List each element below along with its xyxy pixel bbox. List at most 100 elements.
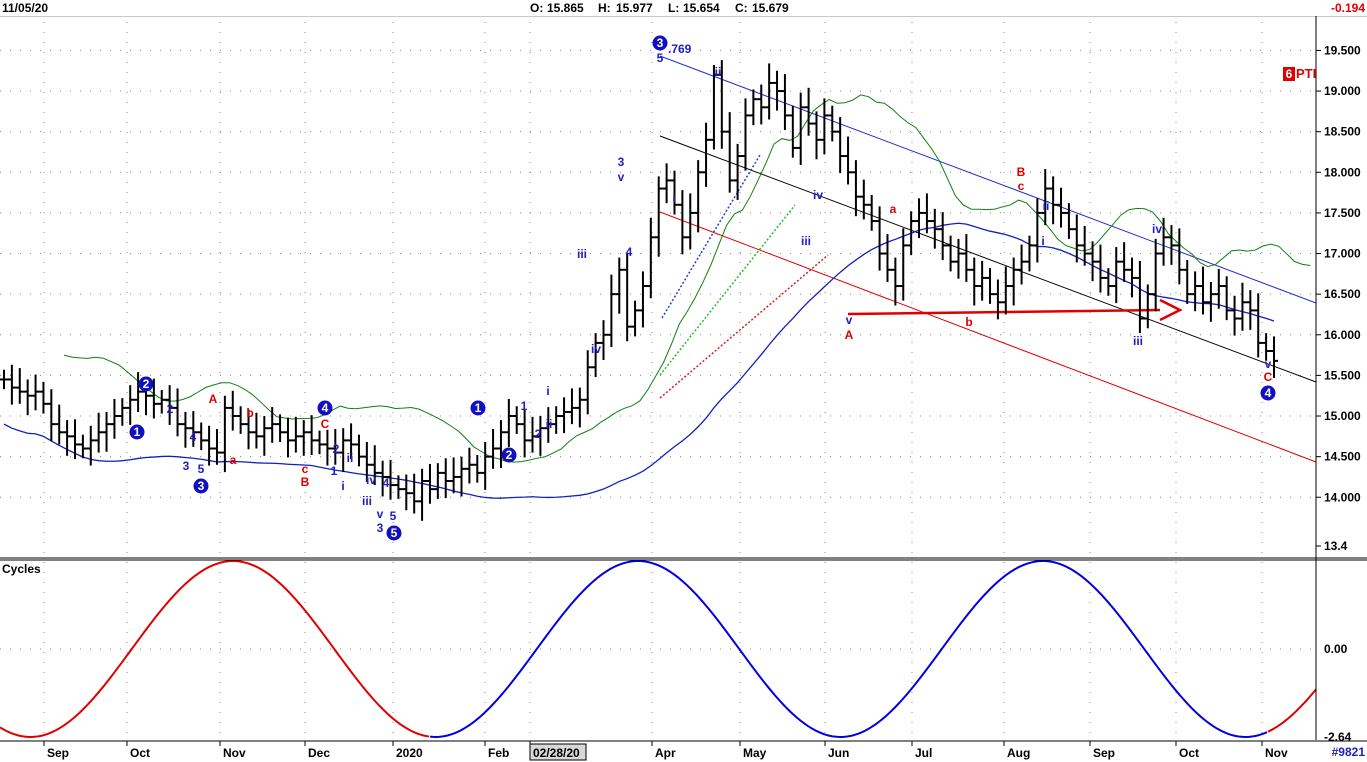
price-bar: [299, 420, 308, 456]
wave-label-red: C: [1264, 370, 1273, 384]
price-bar: [851, 160, 860, 217]
wave-label: 1: [521, 399, 528, 413]
price-bar: [252, 412, 261, 449]
change-value: -0.194: [1330, 1, 1365, 15]
price-bar: [205, 425, 214, 466]
price-bar: [244, 409, 253, 450]
price-bar: [354, 434, 363, 467]
open-label: O:: [530, 1, 544, 15]
price-bar: [126, 385, 135, 425]
price-bar: [1214, 268, 1223, 309]
wave-label-major: 4: [322, 401, 329, 415]
price-bar: [583, 350, 592, 415]
price-bar: [457, 456, 466, 497]
axes: 13.4 14.000 14.500 15.000 15.500 16.000 16.500…: [0, 16, 1367, 761]
lower-channel-line: [659, 211, 1317, 463]
price-bar: [670, 170, 679, 215]
cycle-tick-label: 0.00: [1324, 642, 1348, 656]
price-bar: [63, 420, 72, 456]
price-bar: [836, 117, 845, 174]
y-tick-label: 19.000: [1324, 84, 1361, 98]
wave-label: 3: [377, 521, 384, 535]
price-bar: [15, 368, 24, 404]
wave-label: iv: [591, 342, 601, 356]
middle-channel-line: [659, 135, 1317, 383]
x-tick-label: May: [743, 746, 767, 760]
x-tick-label: Sep: [1093, 746, 1115, 760]
price-bar: [599, 320, 608, 360]
wave-label: i: [672, 191, 675, 205]
wave-label: 4: [190, 430, 197, 444]
grid-lines: [0, 22, 1316, 740]
price-bar: [1191, 271, 1200, 312]
cycle-tick-label: -2.64: [1324, 730, 1352, 744]
indicator-lines: [3, 94, 1311, 499]
wave-label: iii: [577, 247, 587, 261]
green-fan-line: [659, 204, 796, 376]
price-bar: [694, 160, 703, 233]
price-bar: [465, 447, 474, 484]
price-bar: [725, 112, 734, 193]
price-bar: [938, 212, 947, 261]
price-bar: [804, 87, 813, 136]
y-tick-label: 17.000: [1324, 247, 1361, 261]
price-bar: [560, 397, 569, 434]
price-bar: [378, 460, 387, 497]
price-bar: [1143, 284, 1152, 329]
price-bar: [662, 163, 671, 204]
price-bar: [1025, 235, 1034, 272]
price-bar: [844, 136, 853, 185]
price-bar: [607, 274, 616, 347]
price-bar: [552, 406, 561, 434]
wave-label: 3: [618, 155, 625, 169]
price-bar: [425, 463, 434, 504]
wave-label-red: a: [890, 202, 897, 216]
y-tick-label: 15.000: [1324, 409, 1361, 423]
high-value: 15.977: [616, 1, 653, 15]
y-tick-label: 13.4: [1324, 539, 1348, 553]
cycle-line-past: [0, 560, 430, 738]
wave-label-major: 3: [198, 479, 205, 493]
price-bar: [922, 193, 931, 234]
price-bar: [749, 89, 758, 126]
x-tick-label: Jun: [828, 746, 849, 760]
wave-circle: [501, 447, 517, 463]
price-bar: [386, 459, 395, 500]
wave-label: ii: [347, 451, 354, 465]
wave-label: iv: [366, 473, 376, 487]
price-bar: [134, 372, 143, 412]
wave-label: iii: [801, 234, 811, 248]
price-bar: [812, 111, 821, 160]
price-bar: [828, 105, 837, 142]
price-bar: [418, 468, 427, 521]
price-bar: [986, 268, 995, 304]
slow-average-line: [3, 222, 1275, 499]
price-bar: [1096, 244, 1105, 293]
wave-label: 4: [383, 476, 390, 490]
price-bar: [1001, 266, 1010, 315]
price-bar: [1151, 238, 1160, 312]
price-bar: [1080, 225, 1089, 266]
wave-label-red: c: [1018, 179, 1025, 193]
x-tick-label: Oct: [1179, 746, 1199, 760]
price-bar: [283, 417, 292, 458]
price-bar: [23, 379, 32, 416]
price-bar: [1159, 217, 1168, 266]
wave-label-red: b: [246, 406, 253, 420]
price-bar: [1270, 336, 1278, 378]
wave-label: i: [546, 384, 549, 398]
price-bar: [260, 416, 269, 456]
price-bar: [1088, 241, 1097, 282]
red-fan-line: [659, 254, 829, 399]
x-tick-label: Aug: [1007, 746, 1030, 760]
y-tick-label: 18.500: [1324, 125, 1361, 139]
price-bar: [709, 65, 718, 150]
price-bar: [307, 415, 316, 456]
wave-label: 4: [626, 245, 633, 259]
wave-label: 5: [657, 51, 664, 65]
price-bar: [615, 257, 624, 314]
wave-label: 2: [535, 427, 542, 441]
price-bar: [891, 257, 900, 306]
wave-circle: [470, 400, 486, 416]
